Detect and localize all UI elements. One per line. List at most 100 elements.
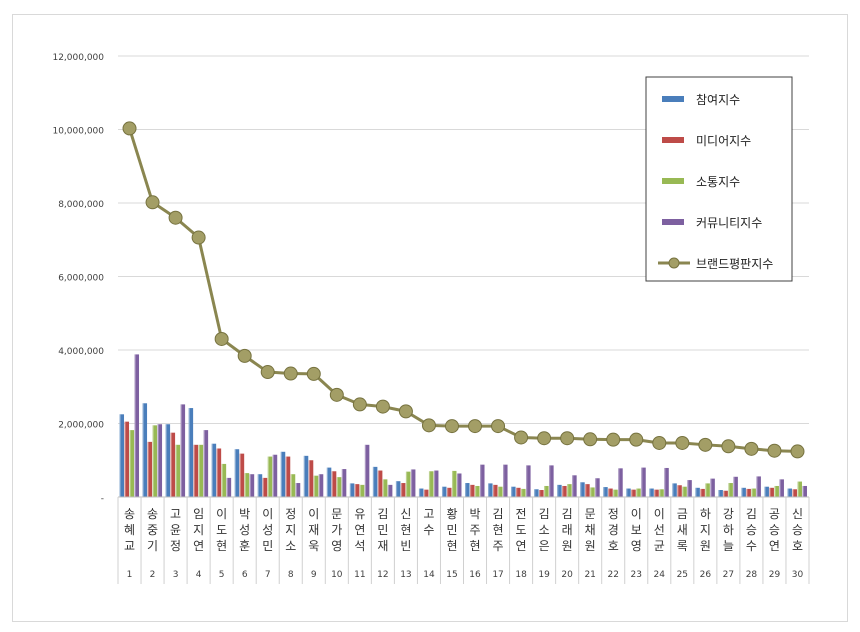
x-rank-label: 8 bbox=[288, 570, 294, 580]
bar-highlight bbox=[488, 483, 490, 497]
bar-body bbox=[175, 444, 181, 497]
bar bbox=[129, 430, 135, 497]
x-category-char: 이 bbox=[216, 507, 227, 521]
bar-body bbox=[626, 488, 631, 497]
x-category-char: 수 bbox=[423, 523, 434, 537]
bar-highlight bbox=[267, 456, 269, 497]
x-category-label: 유연석 bbox=[354, 507, 365, 553]
bar-body bbox=[326, 467, 332, 497]
line-point bbox=[721, 439, 736, 454]
bar-highlight bbox=[234, 449, 236, 497]
x-rank-label: 24 bbox=[654, 570, 666, 580]
chart-frame: - 2,000,000 4,000,000 6,000,000 8,000,000 10,… bbox=[12, 14, 848, 622]
bar-body bbox=[244, 473, 250, 497]
x-rank-label: 3 bbox=[173, 570, 179, 580]
bar-highlight bbox=[372, 466, 375, 497]
bar-body bbox=[142, 403, 148, 497]
x-category-char: 고 bbox=[423, 507, 434, 521]
bar-body bbox=[318, 474, 324, 497]
bar-highlight bbox=[539, 490, 541, 497]
bar-highlight bbox=[664, 467, 666, 497]
x-rank-label: 12 bbox=[377, 570, 388, 580]
bar bbox=[395, 481, 401, 497]
bar-body bbox=[377, 470, 383, 497]
bar bbox=[480, 464, 485, 497]
bar-highlight bbox=[456, 473, 459, 497]
bar bbox=[226, 477, 232, 497]
bar-highlight bbox=[557, 484, 559, 497]
bar-highlight bbox=[433, 470, 436, 497]
bar-highlight bbox=[511, 486, 513, 497]
bar bbox=[595, 478, 600, 497]
x-category-char: 훈 bbox=[239, 539, 250, 553]
bar-highlight bbox=[695, 487, 697, 497]
bar-body bbox=[295, 483, 301, 497]
bar bbox=[797, 481, 802, 497]
bar-body bbox=[493, 484, 498, 497]
line-point bbox=[675, 435, 690, 450]
y-tick-label: 8,000,000 bbox=[58, 200, 104, 210]
bar-body bbox=[516, 487, 521, 497]
x-rank-label: 20 bbox=[561, 570, 573, 580]
bar bbox=[741, 487, 746, 497]
bar-body bbox=[608, 488, 613, 497]
bar-body bbox=[521, 488, 526, 497]
x-category-label: 고수 bbox=[423, 507, 434, 537]
bar bbox=[239, 453, 245, 497]
bar-highlight bbox=[119, 414, 121, 497]
bar-highlight bbox=[797, 481, 799, 497]
x-rank-label: 14 bbox=[423, 570, 435, 580]
bar-body bbox=[428, 471, 434, 497]
x-category-char: 연 bbox=[193, 539, 204, 553]
bar bbox=[234, 449, 240, 497]
x-category-char: 재 bbox=[377, 539, 388, 553]
legend-item: 미디어지수 bbox=[662, 134, 751, 148]
bar-body bbox=[774, 485, 779, 497]
bar-body bbox=[475, 485, 480, 497]
line-point bbox=[744, 441, 759, 456]
bar-highlight bbox=[613, 489, 615, 497]
bar-body bbox=[239, 453, 245, 497]
bar bbox=[526, 465, 531, 497]
bar-highlight bbox=[331, 471, 334, 497]
bar bbox=[349, 483, 355, 497]
legend-label: 소통지수 bbox=[696, 175, 740, 189]
x-category-label: 하지원 bbox=[700, 507, 711, 553]
bar-body bbox=[441, 486, 447, 497]
bar bbox=[441, 486, 447, 497]
bar-highlight bbox=[382, 479, 385, 497]
x-category-label: 이선균 bbox=[654, 507, 665, 553]
bar-highlight bbox=[470, 484, 472, 497]
x-category-char: 승 bbox=[792, 523, 803, 537]
bar-highlight bbox=[423, 489, 426, 497]
bar bbox=[262, 477, 268, 497]
x-category-char: 균 bbox=[654, 539, 665, 553]
bar-highlight bbox=[562, 485, 564, 497]
x-category-char: 금 bbox=[677, 507, 688, 521]
bar-highlight bbox=[534, 489, 536, 497]
y-tick-label: 4,000,000 bbox=[58, 347, 104, 357]
bar-highlight bbox=[631, 489, 633, 497]
x-category-char: 김 bbox=[539, 507, 550, 521]
bar-highlight bbox=[428, 471, 431, 497]
x-category-char: 은 bbox=[539, 539, 550, 553]
bar-highlight bbox=[718, 490, 720, 497]
x-category-label: 황민현 bbox=[446, 507, 457, 553]
bar bbox=[336, 477, 342, 497]
bar-highlight bbox=[682, 486, 684, 497]
y-tick-label: 6,000,000 bbox=[58, 274, 104, 284]
x-rank-label: 17 bbox=[492, 570, 503, 580]
bar-highlight bbox=[124, 421, 126, 497]
bar bbox=[659, 489, 664, 497]
bar-highlight bbox=[465, 483, 467, 497]
bar bbox=[211, 443, 217, 497]
bar-highlight bbox=[203, 430, 205, 497]
x-category-char: 신 bbox=[400, 507, 411, 521]
x-category-label: 문채원 bbox=[585, 507, 596, 553]
bar bbox=[608, 488, 613, 497]
bar bbox=[285, 456, 291, 497]
bar-body bbox=[216, 448, 222, 497]
bar bbox=[603, 487, 608, 497]
x-rank-label: 22 bbox=[607, 570, 618, 580]
bar-highlight bbox=[503, 464, 505, 497]
